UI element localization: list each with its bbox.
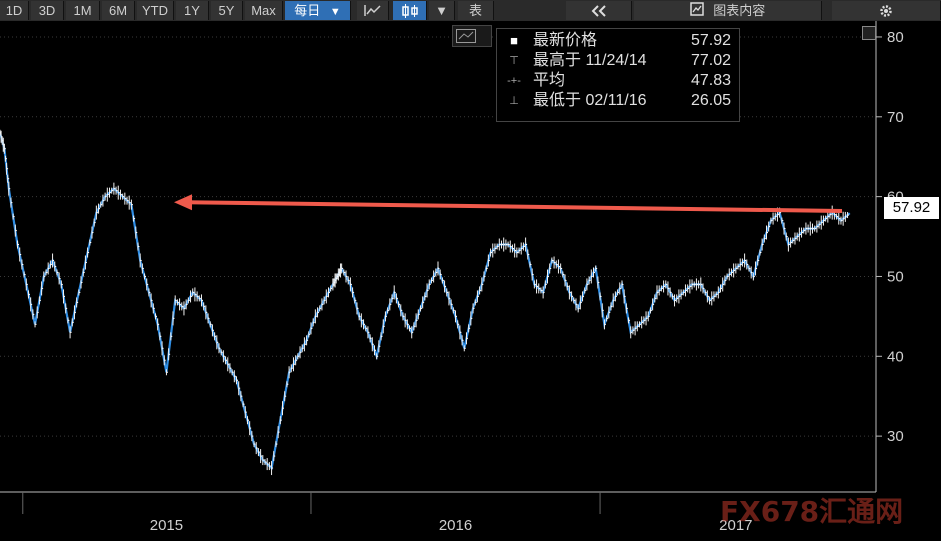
y-tick-label: 70 — [887, 109, 904, 126]
chart-type-dropdown[interactable]: ▼ — [429, 1, 455, 20]
period-3d-button[interactable]: 3D — [31, 1, 64, 20]
y-tick-label: 40 — [887, 348, 904, 365]
legend-label-high: 最高于 11/24/14 — [533, 52, 647, 69]
line-chart-icon[interactable] — [357, 1, 389, 20]
candlestick-icon[interactable] — [393, 1, 427, 20]
period-1m-button[interactable]: 1M — [66, 1, 100, 20]
x-tick-label: 2017 — [719, 517, 752, 534]
average-marker-icon: -+- — [507, 75, 521, 87]
price-series — [0, 129, 851, 476]
plot-background — [0, 21, 941, 541]
chevron-down-icon: ▼ — [329, 6, 341, 18]
chart-content-icon — [689, 2, 704, 21]
gear-icon[interactable] — [832, 1, 941, 20]
legend-box: ■ 最新价格 57.92 ⊤ 最高于 11/24/14 77.02 -+- 平均… — [496, 28, 740, 122]
arrow-head — [174, 194, 192, 211]
chart-content-button[interactable]: 图表内容 — [634, 1, 822, 20]
y-tick-label: 30 — [887, 428, 904, 445]
period-1y-button[interactable]: 1Y — [176, 1, 209, 20]
legend-value-low: 26.05 — [690, 92, 731, 109]
toolbar: 1D 3D 1M 6M YTD 1Y 5Y Max 每日 ▼ ▼ 表 图表内容 — [0, 0, 941, 22]
y-tick-label: 80 — [887, 29, 904, 46]
legend-value-last: 57.92 — [690, 32, 731, 49]
period-5y-button[interactable]: 5Y — [211, 1, 243, 20]
mini-chart-selector[interactable] — [452, 25, 492, 47]
legend-label-last: 最新价格 — [533, 32, 598, 49]
frequency-dropdown[interactable]: 每日 ▼ — [285, 1, 351, 20]
period-ytd-button[interactable]: YTD — [137, 1, 174, 20]
period-6m-button[interactable]: 6M — [102, 1, 135, 20]
last-price-tag: 57.92 — [884, 197, 939, 219]
legend-value-average: 47.83 — [690, 72, 731, 89]
x-tick-label: 2015 — [150, 517, 183, 534]
legend-label-average: 平均 — [533, 72, 566, 89]
watermark-logo: FX678汇通网 — [720, 495, 904, 528]
y-tick-label: 50 — [887, 268, 904, 285]
high-marker-icon: ⊤ — [509, 55, 519, 67]
legend-label-low: 最低于 02/11/16 — [533, 92, 647, 109]
period-1d-button[interactable]: 1D — [0, 1, 29, 20]
chart-content-label: 图表内容 — [713, 3, 766, 18]
period-max-button[interactable]: Max — [245, 1, 283, 20]
legend-value-high: 77.02 — [690, 52, 731, 69]
annotation-arrow — [174, 194, 843, 213]
x-tick-label: 2016 — [439, 517, 472, 534]
low-marker-icon: ⊥ — [509, 95, 519, 107]
x-axis: 2015 2016 2017 — [0, 491, 876, 534]
double-chevron-left-icon[interactable] — [566, 1, 632, 20]
table-button[interactable]: 表 — [458, 1, 494, 20]
arrow-shaft — [185, 200, 843, 213]
legend-menu-icon[interactable] — [862, 26, 876, 40]
frequency-label: 每日 — [294, 3, 321, 18]
grid-lines — [0, 21, 941, 541]
last-price-marker: ■ — [510, 33, 518, 48]
